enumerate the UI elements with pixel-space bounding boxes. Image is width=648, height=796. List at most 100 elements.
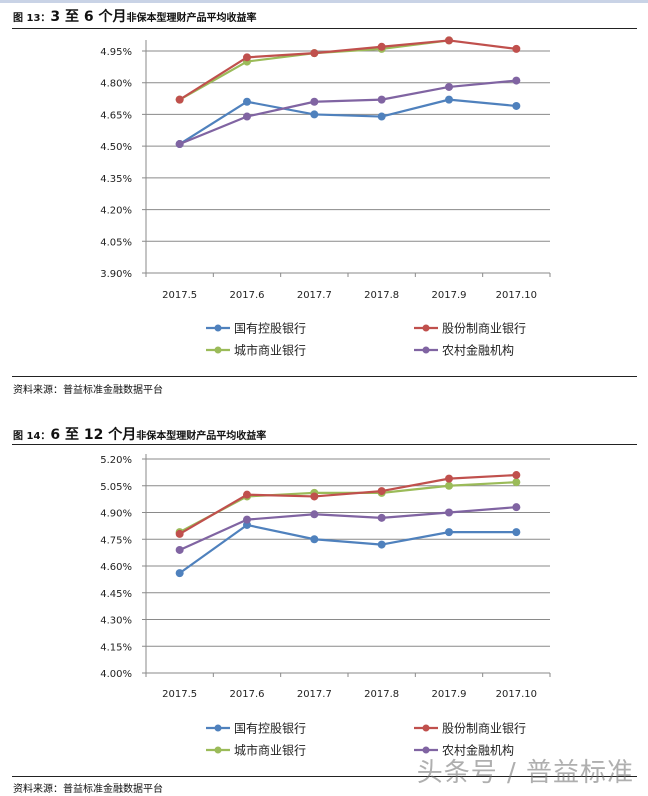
data-point [310, 492, 319, 501]
title-rule [12, 28, 637, 29]
x-tick-label: 2017.6 [230, 290, 265, 301]
y-tick-label: 3.90% [100, 269, 132, 280]
x-tick-label: 2017.10 [496, 290, 537, 301]
data-point [445, 95, 453, 104]
y-tick-label: 4.05% [100, 237, 132, 248]
x-tick-label: 2017.8 [364, 689, 399, 700]
y-tick-label: 4.80% [100, 79, 132, 90]
legend-marker-icon [214, 346, 222, 354]
x-tick-label: 2017.8 [364, 290, 399, 301]
data-point [310, 97, 319, 106]
y-tick-label: 4.65% [100, 110, 132, 121]
source-note: 资料来源：普益标准金融数据平台 [13, 385, 163, 396]
y-tick-label: 5.05% [100, 482, 132, 493]
figure-title-rest: 非保本型理财产品平均收益率 [136, 431, 267, 442]
data-point [310, 110, 319, 119]
x-tick-label: 2017.7 [297, 689, 332, 700]
data-point [377, 112, 386, 121]
y-tick-label: 4.50% [100, 142, 132, 153]
legend-label: 农村金融机构 [442, 743, 514, 758]
figure-range: 3 至 6 个月 [50, 9, 127, 25]
figure-range: 6 至 12 个月 [50, 427, 137, 443]
y-tick-label: 4.75% [100, 535, 132, 546]
series-line [179, 523, 517, 575]
data-point [445, 474, 453, 483]
y-tick-label: 5.20% [100, 455, 132, 466]
data-point [310, 535, 319, 544]
data-point [175, 545, 184, 554]
source-rule [12, 376, 637, 377]
title-rule [12, 444, 637, 445]
x-tick-label: 2017.9 [432, 290, 467, 301]
data-point [512, 471, 521, 480]
legend-item: 农村金融机构 [414, 343, 514, 358]
legend-item: 城市商业银行 [206, 343, 306, 358]
data-point [445, 82, 453, 91]
data-point [512, 478, 521, 487]
data-point [243, 490, 251, 499]
data-point [175, 95, 184, 104]
series-line [179, 506, 517, 551]
y-tick-label: 4.20% [100, 206, 132, 217]
y-tick-label: 4.00% [100, 669, 132, 680]
series-line [179, 481, 517, 534]
legend-item: 股份制商业银行 [414, 721, 526, 736]
legend-marker-icon [422, 346, 430, 354]
data-point [512, 528, 521, 537]
data-point [377, 95, 386, 104]
data-point [243, 112, 251, 121]
data-point [175, 529, 184, 538]
figure-label: 图 14： [13, 431, 51, 442]
figure-title-rest: 非保本型理财产品平均收益率 [126, 13, 257, 24]
data-point [377, 42, 386, 51]
y-tick-label: 4.35% [100, 174, 132, 185]
legend-label: 城市商业银行 [234, 743, 306, 758]
series-line [179, 39, 517, 101]
series-line [179, 98, 517, 145]
legend-label: 股份制商业银行 [442, 721, 526, 736]
chart-14: 4.00% 4.15% 4.30% 4.45% 4.60% 4.75% 4.90% 5.05%… [100, 454, 551, 758]
x-tick-label: 2017.10 [496, 689, 537, 700]
series-line [179, 473, 517, 535]
data-point [243, 53, 251, 62]
source-rule [12, 776, 637, 777]
y-tick-label: 4.15% [100, 642, 132, 653]
legend-item: 城市商业银行 [206, 743, 306, 758]
data-point [175, 569, 184, 578]
data-point [243, 515, 251, 524]
legend-marker-icon [422, 324, 430, 332]
x-tick-label: 2017.6 [230, 689, 265, 700]
legend-item: 农村金融机构 [414, 743, 514, 758]
data-point [512, 76, 521, 85]
x-tick-label: 2017.5 [162, 290, 197, 301]
legend-label: 城市商业银行 [234, 343, 306, 358]
y-tick-label: 4.90% [100, 509, 132, 520]
legend-item: 国有控股银行 [206, 722, 306, 736]
data-point [445, 528, 453, 537]
legend-item: 国有控股银行 [206, 322, 306, 336]
x-tick-label: 2017.9 [432, 689, 467, 700]
source-note: 资料来源：普益标准金融数据平台 [13, 784, 163, 795]
legend-label: 农村金融机构 [442, 343, 514, 358]
data-point [512, 503, 521, 512]
data-point [445, 508, 453, 517]
legend-marker-icon [422, 724, 430, 732]
y-tick-label: 4.60% [100, 562, 132, 573]
legend-label: 股份制商业银行 [442, 321, 526, 336]
legend-marker-icon [214, 324, 222, 332]
legend-marker-icon [422, 746, 430, 754]
data-point [310, 49, 319, 58]
data-point [377, 513, 386, 522]
legend-label: 国有控股银行 [234, 722, 306, 736]
top-strip [0, 0, 648, 3]
data-point [512, 101, 521, 110]
figure-13-title: 图 13：3 至 6 个月非保本型理财产品平均收益率 [13, 6, 257, 26]
data-point [243, 97, 251, 106]
y-tick-label: 4.95% [100, 47, 132, 58]
watermark: 头条号 / 普益标准 [416, 758, 634, 788]
data-point [175, 140, 184, 149]
data-point [512, 44, 521, 53]
y-tick-label: 4.30% [100, 616, 132, 627]
series-line [179, 79, 517, 146]
data-point [377, 540, 386, 549]
